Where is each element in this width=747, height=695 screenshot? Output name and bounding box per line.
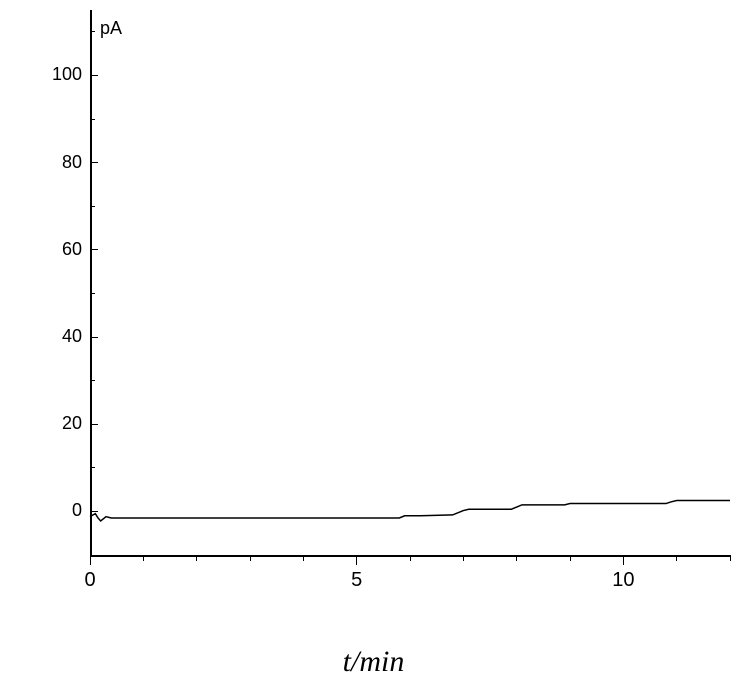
chart-container: pA0204060801000510t/min xyxy=(0,0,747,695)
data-series xyxy=(0,0,747,695)
